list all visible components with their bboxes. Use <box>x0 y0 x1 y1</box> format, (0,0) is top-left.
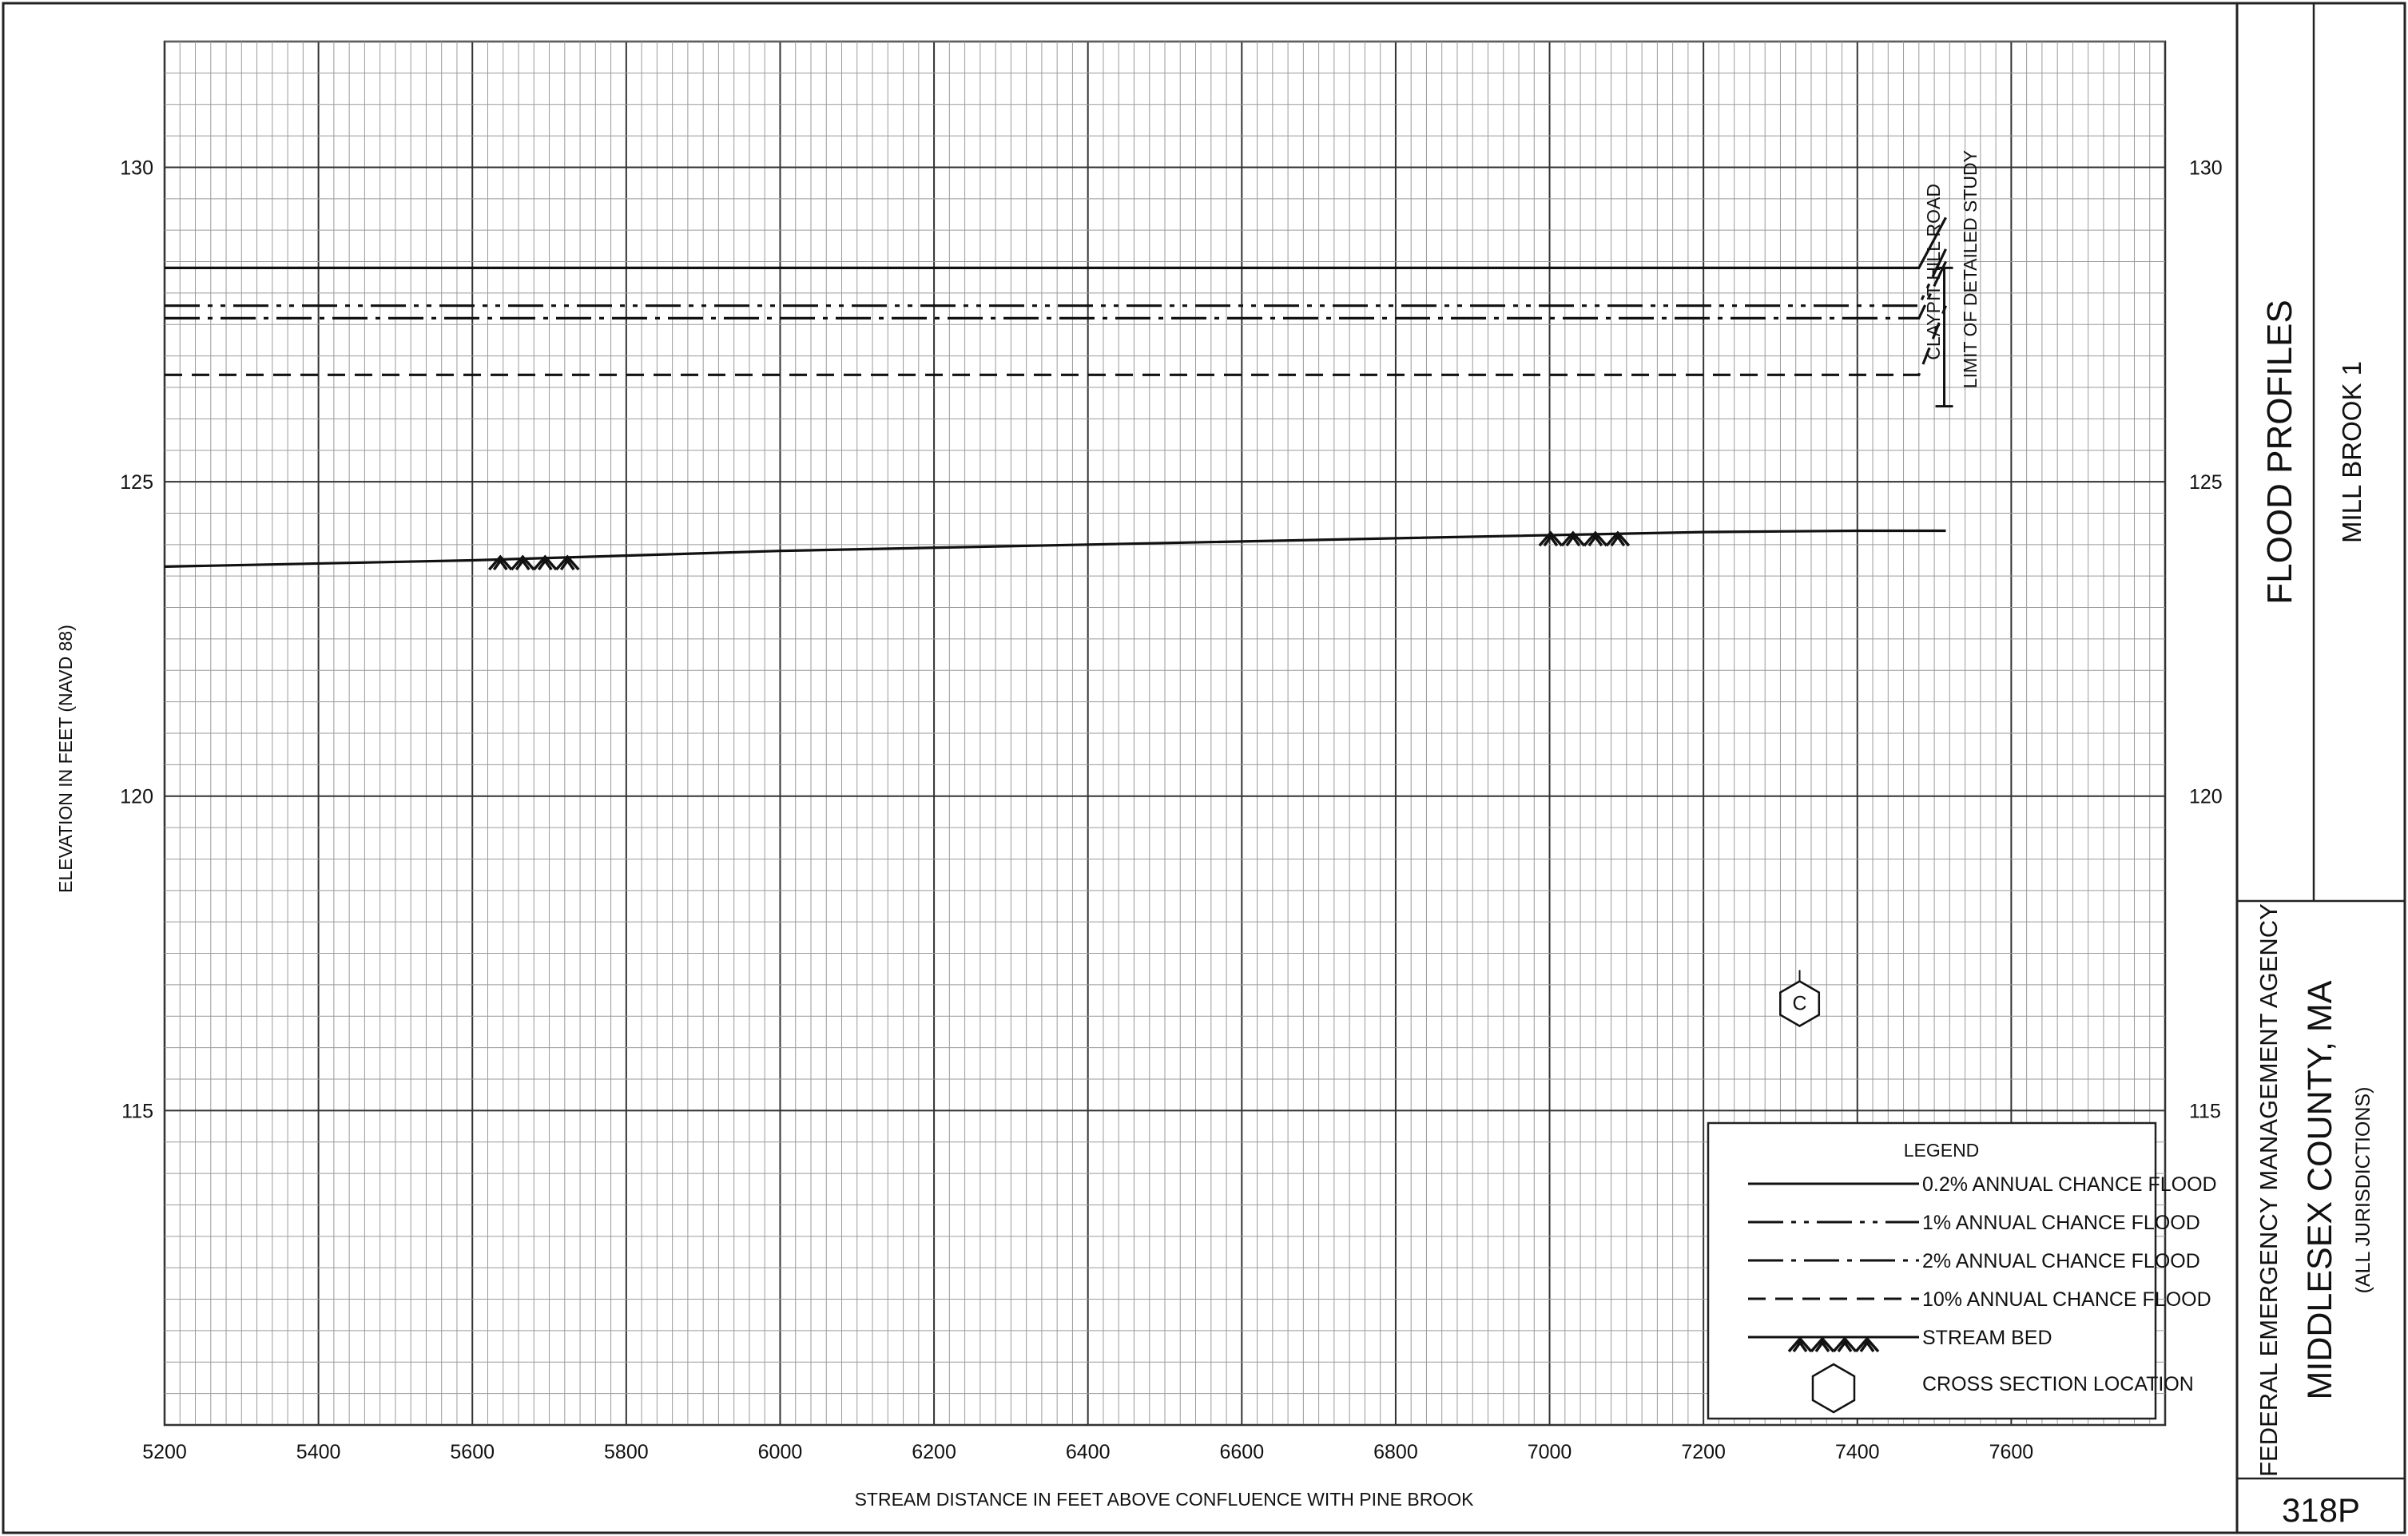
x-tick-label: 6000 <box>758 1441 803 1463</box>
structure-annotation: CLAYPIT HILL ROAD LIMIT OF DETAILED STUD… <box>1923 150 1981 408</box>
legend-stream-bed-hatch <box>1787 1336 1880 1353</box>
title-block: FLOOD PROFILES MILL BROOK 1 FEDERAL EMER… <box>2235 3 2405 1533</box>
title-agency: FEDERAL EMERGENCY MANAGEMENT AGENCY <box>2255 903 2283 1477</box>
legend-box <box>1707 1121 2157 1420</box>
x-tick-label: 7600 <box>1989 1441 2034 1463</box>
cross-section-label: C <box>1793 993 1807 1015</box>
title-jurisdictions: (ALL JURISDICTIONS) <box>2352 1087 2374 1294</box>
x-tick-label: 5600 <box>450 1441 495 1463</box>
title-county: MIDDLESEX COUNTY, MA <box>2301 980 2339 1399</box>
x-tick-label: 5400 <box>296 1441 341 1463</box>
axis-ticks: 5200 5400 5600 5800 6000 6200 6400 6600 6800 7000… <box>120 157 2222 1463</box>
x-tick-label: 6200 <box>912 1441 956 1463</box>
legend-entry-label: 10% ANNUAL CHANCE FLOOD <box>1922 1288 2211 1311</box>
legend-entry-label: STREAM BED <box>1922 1327 2052 1349</box>
x-axis-label: STREAM DISTANCE IN FEET ABOVE CONFLUENCE… <box>855 1489 1475 1510</box>
x-tick-label: 6600 <box>1219 1441 1264 1463</box>
y-tick-label-left: 130 <box>120 157 153 179</box>
structure-road-label: CLAYPIT HILL ROAD <box>1923 184 1944 360</box>
legend-swatch-cross-section <box>1811 1363 1856 1414</box>
cross-section-marker: C <box>1779 970 1821 1027</box>
x-tick-label: 6800 <box>1373 1441 1418 1463</box>
y-tick-label-right: 125 <box>2189 471 2223 494</box>
stream-bed-mark <box>1538 530 1631 547</box>
legend-entry-label: CROSS SECTION LOCATION <box>1922 1373 2194 1395</box>
cross-section-hexagon <box>1779 980 1821 1027</box>
structure-limit-label: LIMIT OF DETAILED STUDY <box>1960 150 1981 388</box>
x-tick-label: 7000 <box>1528 1441 1572 1463</box>
y-tick-label-right: 120 <box>2189 786 2223 808</box>
x-tick-label: 5200 <box>142 1441 187 1463</box>
x-tick-label: 6400 <box>1066 1441 1111 1463</box>
stream-bed-mark <box>487 554 580 571</box>
y-tick-label-right: 130 <box>2189 157 2223 179</box>
title-flood-profiles: FLOOD PROFILES <box>2260 300 2299 604</box>
legend-title: LEGEND <box>1904 1140 1980 1161</box>
stream-bed-marks <box>487 530 1631 571</box>
title-stream-name: MILL BROOK 1 <box>2337 361 2366 543</box>
x-tick-label: 7200 <box>1681 1441 1726 1463</box>
series-line-2 <box>165 260 1947 320</box>
panel-number: 318P <box>2282 1491 2360 1529</box>
series-line-3 <box>165 305 1947 376</box>
legend-entry-label: 2% ANNUAL CHANCE FLOOD <box>1922 1250 2200 1272</box>
y-tick-label-left: 120 <box>120 786 153 808</box>
x-tick-label: 7400 <box>1835 1441 1880 1463</box>
legend-entry-label: 1% ANNUAL CHANCE FLOOD <box>1922 1212 2200 1234</box>
legend: LEGEND 0.2% ANNUAL CHANCE FLOOD 1% ANNUAL… <box>1707 1121 2217 1420</box>
legend-entries: 0.2% ANNUAL CHANCE FLOOD 1% ANNUAL CHANCE… <box>1748 1173 2217 1414</box>
y-tick-label-left: 125 <box>120 471 153 494</box>
y-tick-label-left: 115 <box>121 1100 153 1122</box>
legend-entry-label: 0.2% ANNUAL CHANCE FLOOD <box>1922 1173 2217 1196</box>
x-tick-label: 5800 <box>604 1441 649 1463</box>
y-tick-label-right: 115 <box>2189 1100 2221 1122</box>
series-line-0 <box>165 216 1947 269</box>
y-axis-label: ELEVATION IN FEET (NAVD 88) <box>55 625 76 893</box>
